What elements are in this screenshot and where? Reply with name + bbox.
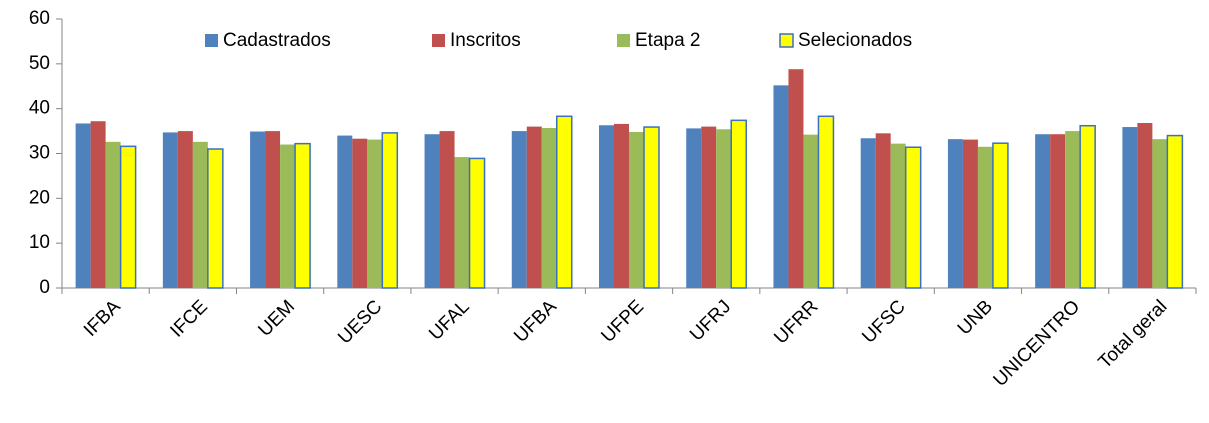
bar — [526, 126, 542, 288]
bar — [162, 132, 178, 288]
y-tick-label: 10 — [29, 232, 50, 253]
x-tick-label: UFRR — [770, 296, 822, 348]
x-tick-label: Total geral — [1095, 296, 1172, 373]
x-tick-label: IFCE — [166, 296, 211, 341]
legend-label: Selecionados — [798, 30, 912, 51]
bar — [177, 131, 193, 288]
y-tick-label: 0 — [39, 277, 50, 298]
bar — [962, 139, 978, 288]
bar — [730, 119, 747, 289]
y-tick-label: 50 — [29, 53, 50, 74]
bar — [904, 146, 922, 289]
bar — [105, 141, 121, 288]
legend-swatch — [205, 34, 218, 47]
x-tick-label: UEM — [254, 296, 299, 341]
legend-swatch — [432, 34, 445, 47]
legend-swatch — [779, 33, 794, 48]
x-tick-label: UFSC — [858, 296, 909, 347]
bar — [90, 121, 106, 288]
bar — [454, 157, 470, 288]
bar — [614, 123, 629, 288]
bar — [119, 145, 137, 289]
bar — [265, 131, 281, 288]
bar — [1050, 134, 1066, 288]
bar — [773, 85, 789, 288]
bar — [367, 139, 383, 288]
bar — [1122, 127, 1138, 288]
legend-label: Etapa 2 — [635, 30, 701, 51]
bar — [686, 128, 702, 288]
bar — [1137, 123, 1153, 288]
bar — [381, 132, 399, 289]
bar — [890, 143, 906, 288]
bar — [1079, 124, 1096, 289]
bar — [1152, 139, 1168, 288]
bar — [424, 134, 440, 288]
bar — [788, 69, 804, 288]
bar — [207, 148, 224, 289]
bar — [992, 142, 1009, 289]
bar — [817, 115, 835, 289]
legend-swatch — [617, 34, 630, 47]
bar — [1065, 131, 1081, 288]
bar — [716, 129, 732, 288]
bar — [599, 125, 614, 288]
legend-label: Inscritos — [450, 30, 521, 51]
bar — [250, 131, 266, 288]
bar — [439, 131, 455, 288]
bar — [875, 133, 891, 288]
x-tick-label: UNB — [954, 296, 997, 339]
x-tick-label: UFRJ — [686, 296, 735, 345]
bar — [75, 123, 91, 288]
bar — [803, 134, 819, 288]
bar — [192, 141, 208, 288]
y-tick-label: 60 — [29, 8, 50, 29]
bar — [1166, 134, 1184, 289]
x-tick-label: UESC — [334, 296, 386, 348]
bar — [977, 146, 993, 288]
x-tick-label: UFBA — [510, 296, 561, 347]
bar — [643, 126, 660, 289]
bar — [294, 142, 311, 289]
bar — [280, 144, 296, 288]
bar — [556, 115, 573, 289]
y-tick-label: 40 — [29, 98, 50, 119]
bar — [352, 138, 368, 288]
x-tick-label: UFPE — [597, 296, 648, 347]
bar — [629, 131, 644, 288]
y-tick-label: 20 — [29, 187, 50, 208]
y-tick-label: 30 — [29, 143, 50, 164]
x-tick-label: UNICENTRO — [990, 296, 1085, 391]
bar — [947, 139, 963, 288]
bar — [541, 127, 557, 288]
bar — [468, 157, 486, 289]
bar — [1035, 134, 1051, 288]
legend-label: Cadastrados — [223, 30, 331, 51]
x-tick-label: UFAL — [425, 296, 473, 344]
bar — [701, 126, 717, 288]
bar — [860, 138, 876, 288]
x-tick-label: IFBA — [80, 296, 125, 341]
bar — [337, 135, 353, 288]
bar — [511, 131, 527, 288]
